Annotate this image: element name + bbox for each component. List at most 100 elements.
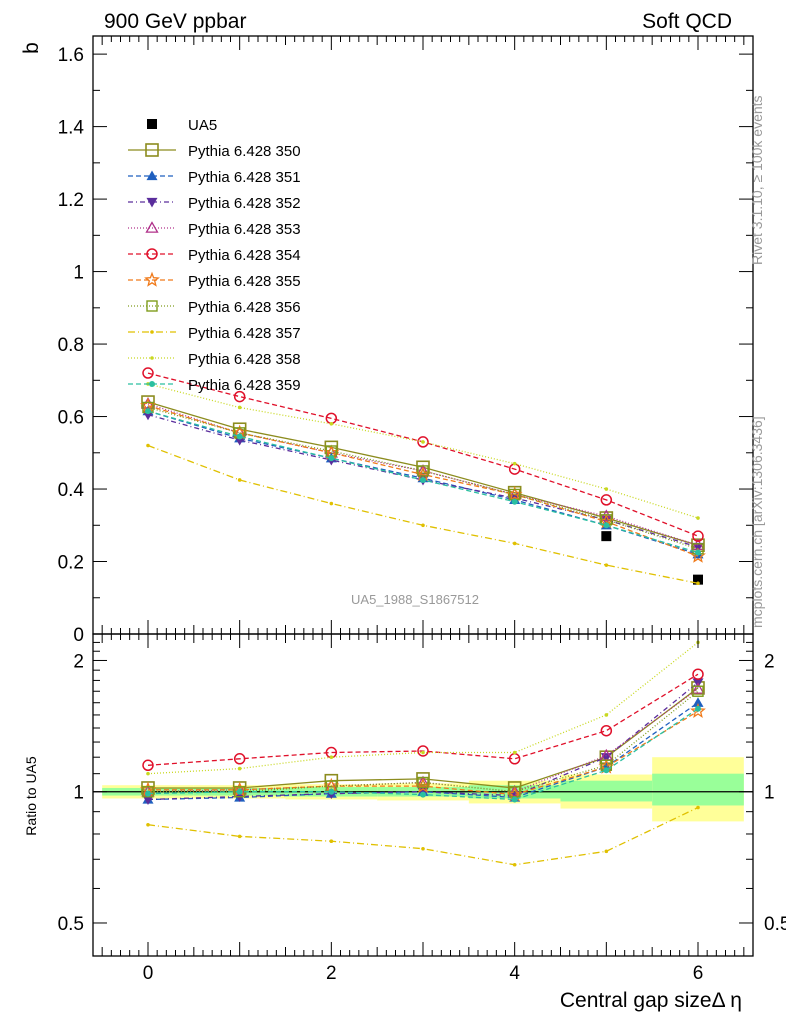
main-point-0-0 — [601, 531, 612, 542]
main-point-5-6 — [692, 530, 704, 542]
ratio-point-7-5 — [604, 849, 609, 854]
legend-label-10: Pythia 6.428 359 — [188, 377, 301, 394]
ratio-point-7-4 — [512, 862, 517, 867]
legend-label-4: Pythia 6.428 353 — [188, 221, 301, 238]
rivet-version-label: Rivet 3.1.10, ≥ 100k events — [749, 95, 765, 265]
main-point-0-1 — [693, 574, 703, 585]
ratio-series-line-7 — [147, 806, 699, 866]
main-point-10-4 — [511, 498, 518, 505]
main-point-7-3 — [417, 465, 429, 477]
ratio-point-2-0 — [142, 795, 154, 805]
ratio-ytick-label-right-2: 2 — [764, 651, 775, 672]
legend-label-0: UA5 — [188, 117, 217, 134]
ratio-point-1-6 — [692, 697, 704, 707]
ratio-series-line-6 — [148, 690, 699, 793]
ratio-y-axis-label: Ratio to UA5 — [23, 756, 39, 836]
main-point-10-0 — [145, 408, 151, 415]
main-ytick-label-5: 1 — [73, 263, 84, 284]
legend-marker-2 — [146, 170, 158, 181]
ratio-point-9-4 — [511, 796, 518, 803]
main-point-8-6 — [696, 581, 700, 586]
main-point-10-6 — [695, 549, 701, 556]
main-point-5-3 — [417, 436, 429, 448]
ratio-ytick-label-right-0: 0.5 — [764, 914, 786, 935]
main-ytick-label-3: 0.6 — [58, 408, 84, 429]
legend-marker-8 — [150, 330, 154, 334]
header-right-label: Soft QCD — [642, 10, 732, 33]
main-series-line-7 — [147, 406, 699, 550]
ratio-point-4-3 — [417, 745, 429, 757]
ratio-ytick-label-0: 0.5 — [58, 914, 84, 935]
legend-label-8: Pythia 6.428 357 — [188, 325, 301, 342]
main-point-10-1 — [236, 433, 243, 440]
main-point-9-1 — [237, 405, 242, 410]
main-point-8-1 — [237, 478, 242, 482]
legend-marker-7 — [146, 300, 158, 312]
main-ytick-label-2: 0.4 — [58, 480, 85, 501]
legend-marker-1 — [145, 143, 159, 157]
main-plot-panel: b UA5_1988_S1867512 UA5 Pythia 6.428 350 P… — [20, 35, 754, 646]
legend-label-9: Pythia 6.428 358 — [188, 351, 301, 368]
main-ytick-label-4: 0.8 — [58, 335, 84, 356]
ratio-point-6-3 — [417, 776, 429, 789]
ratio-point-6-6 — [692, 685, 704, 697]
main-ytick-label-0: 0 — [73, 625, 84, 646]
ratio-axes: 0.5 0.5 1 1 2 2 0 2 4 6 — [58, 633, 786, 984]
main-point-9-3 — [421, 440, 425, 444]
legend-marker-0 — [147, 119, 157, 129]
ratio-point-8-3 — [421, 750, 425, 755]
ratio-point-7-6 — [696, 805, 700, 810]
legend-marker-3 — [146, 197, 158, 208]
header-left-label: 900 GeV ppbar — [104, 10, 246, 33]
ratio-point-9-5 — [603, 767, 610, 774]
legend-label-3: Pythia 6.428 352 — [188, 195, 301, 212]
main-series-line-4 — [147, 403, 699, 546]
main-point-10-2 — [328, 455, 335, 462]
legend-label-6: Pythia 6.428 355 — [188, 273, 301, 290]
ratio-point-8-5 — [604, 713, 609, 717]
main-ytick-label-6: 1.2 — [58, 190, 84, 211]
main-ytick-label-8: 1.6 — [58, 45, 84, 66]
main-series-layer — [140, 367, 706, 586]
ratio-point-3-4 — [508, 784, 522, 797]
main-point-10-5 — [603, 522, 610, 529]
main-series-line-6 — [147, 405, 699, 557]
ratio-point-9-0 — [145, 790, 151, 797]
main-point-8-0 — [146, 443, 150, 448]
main-point-8-3 — [421, 523, 425, 528]
ratio-series-line-3 — [147, 688, 699, 793]
ratio-ytick-label-right-1: 1 — [764, 783, 775, 804]
main-y-axis-label: b — [20, 42, 43, 54]
ratio-point-7-0 — [146, 822, 150, 827]
ratio-point-4-5 — [600, 724, 613, 737]
x-tick-label-0: 0 — [143, 963, 154, 984]
ratio-ytick-label-2: 2 — [73, 651, 84, 672]
main-point-9-2 — [329, 421, 334, 426]
ratio-point-9-3 — [420, 791, 426, 798]
ratio-point-3-6 — [691, 682, 705, 694]
ratio-point-8-4 — [512, 750, 517, 755]
ratio-point-7-2 — [329, 839, 334, 844]
ratio-point-4-1 — [233, 753, 246, 765]
legend-label-5: Pythia 6.428 354 — [188, 247, 301, 264]
main-point-10-3 — [420, 476, 426, 483]
ratio-point-8-1 — [237, 766, 242, 771]
legend-label-1: Pythia 6.428 350 — [188, 143, 301, 160]
analysis-watermark: UA5_1988_S1867512 — [351, 592, 479, 607]
ratio-point-9-1 — [236, 788, 243, 795]
main-point-9-4 — [512, 461, 517, 466]
main-point-8-2 — [329, 501, 334, 506]
x-axis-label: Central gap sizeΔ η — [560, 989, 742, 1012]
main-ytick-label-7: 1.4 — [58, 118, 85, 139]
x-tick-label-1: 2 — [326, 963, 337, 984]
main-series-line-9 — [147, 383, 699, 519]
ratio-point-6-0 — [142, 786, 154, 798]
main-axes: 0 0.2 0.4 0.6 0.8 1 1.2 1.4 1.6 — [58, 35, 754, 646]
band-inner-5 — [560, 780, 653, 802]
ratio-point-7-3 — [421, 846, 425, 851]
legend-marker-10 — [149, 381, 155, 387]
ratio-point-4-6 — [692, 668, 704, 680]
mcplots-label: mcplots.cern.ch [arXiv:1306.3436] — [749, 416, 765, 628]
ratio-ytick-label-1: 1 — [73, 783, 84, 804]
ratio-point-0-3 — [416, 772, 430, 786]
